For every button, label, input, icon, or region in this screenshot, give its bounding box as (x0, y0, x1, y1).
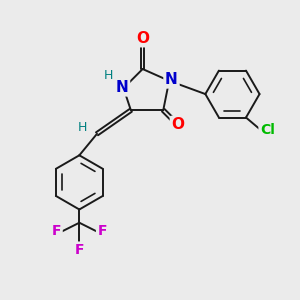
Text: F: F (75, 243, 84, 257)
Text: H: H (104, 69, 113, 82)
Text: Cl: Cl (260, 123, 275, 137)
Text: F: F (52, 224, 61, 238)
Text: H: H (78, 121, 88, 134)
Text: N: N (165, 72, 178, 87)
Text: O: O (172, 118, 184, 133)
Text: O: O (136, 31, 149, 46)
Text: F: F (98, 224, 107, 238)
Text: N: N (116, 80, 128, 95)
